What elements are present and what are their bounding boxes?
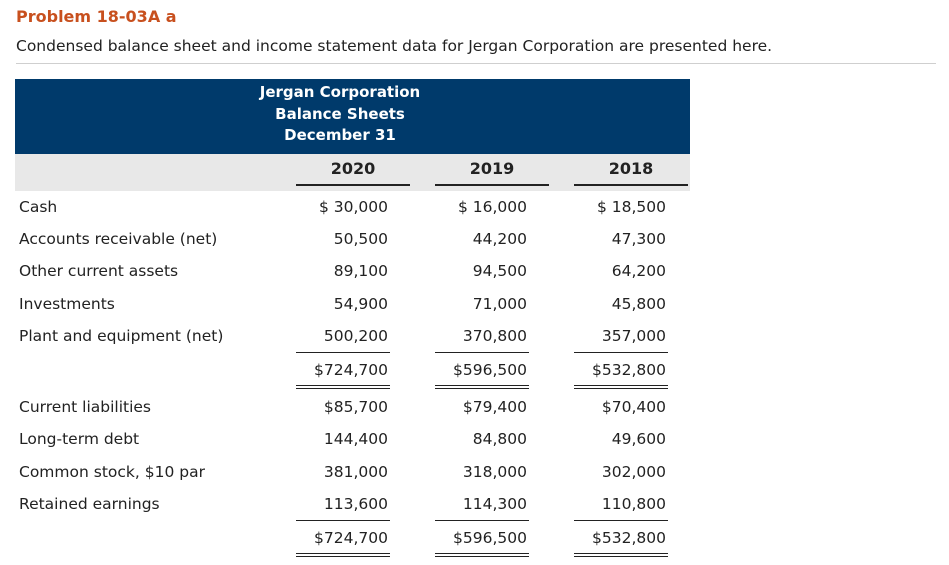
cell-value: 318,000 [462, 463, 527, 481]
table-row: Common stock, $10 par 381,000 318,000 30… [0, 459, 949, 485]
year-column-header: 2020 [296, 154, 410, 186]
table-row: Plant and equipment (net) 500,200 370,80… [0, 323, 949, 349]
total-double-rule [296, 553, 390, 557]
cell-value: 64,200 [611, 262, 666, 280]
subtotal-rule [296, 352, 390, 353]
cell-value: 50,500 [333, 230, 388, 248]
cell-value: $85,700 [323, 398, 388, 416]
cell-value: 84,800 [472, 430, 527, 448]
cell-value: $79,400 [462, 398, 527, 416]
total-value: $724,700 [314, 361, 388, 379]
cell-value: 302,000 [601, 463, 666, 481]
total-row: $724,700 $596,500 $532,800 [0, 525, 949, 551]
row-label: Long-term debt [19, 430, 140, 448]
row-label: Current liabilities [19, 398, 152, 416]
cell-value: 44,200 [472, 230, 527, 248]
cell-value: 45,800 [611, 295, 666, 313]
cell-value: 94,500 [472, 262, 527, 280]
subtotal-rule [435, 352, 529, 353]
year-header-bar: 2020 2019 2018 [15, 154, 690, 191]
cell-value: 357,000 [601, 327, 666, 345]
statement-header: Jergan Corporation Balance Sheets Decemb… [15, 79, 690, 154]
total-value: $596,500 [453, 529, 527, 547]
cell-value: 110,800 [601, 495, 666, 513]
row-label: Other current assets [19, 262, 179, 280]
table-row: Current liabilities $85,700 $79,400 $70,… [0, 394, 949, 420]
row-label: Plant and equipment (net) [19, 327, 224, 345]
table-row: Long-term debt 144,400 84,800 49,600 [0, 426, 949, 452]
subtotal-rule [435, 520, 529, 521]
table-row: Cash $ 30,000 $ 16,000 $ 18,500 [0, 194, 949, 220]
cell-value: $ 30,000 [318, 198, 388, 216]
subtotal-rule [296, 520, 390, 521]
table-row: Investments 54,900 71,000 45,800 [0, 291, 949, 317]
row-label: Retained earnings [19, 495, 160, 513]
total-double-rule [435, 553, 529, 557]
intro-text: Condensed balance sheet and income state… [16, 37, 773, 55]
subtotal-rule [574, 352, 668, 353]
cell-value: 370,800 [462, 327, 527, 345]
table-row: Retained earnings 113,600 114,300 110,80… [0, 491, 949, 517]
cell-value: $70,400 [601, 398, 666, 416]
cell-value: 500,200 [323, 327, 388, 345]
cell-value: 381,000 [323, 463, 388, 481]
statement-date: December 31 [284, 126, 396, 144]
total-double-rule [435, 385, 529, 389]
total-row: $724,700 $596,500 $532,800 [0, 357, 949, 383]
cell-value: 113,600 [323, 495, 388, 513]
cell-value: 47,300 [611, 230, 666, 248]
cell-value: 54,900 [333, 295, 388, 313]
cell-value: 49,600 [611, 430, 666, 448]
subtotal-rule [574, 520, 668, 521]
total-value: $724,700 [314, 529, 388, 547]
table-row: Other current assets 89,100 94,500 64,20… [0, 258, 949, 284]
row-label: Investments [19, 295, 115, 313]
cell-value: 71,000 [472, 295, 527, 313]
row-label: Cash [19, 198, 58, 216]
divider [16, 63, 936, 64]
cell-value: 114,300 [462, 495, 527, 513]
cell-value: 89,100 [333, 262, 388, 280]
total-double-rule [574, 553, 668, 557]
year-column-header: 2019 [435, 154, 549, 186]
table-row: Accounts receivable (net) 50,500 44,200 … [0, 226, 949, 252]
row-label: Accounts receivable (net) [19, 230, 218, 248]
problem-title: Problem 18-03A a [16, 7, 177, 26]
total-double-rule [574, 385, 668, 389]
total-value: $532,800 [592, 529, 666, 547]
cell-value: $ 16,000 [457, 198, 527, 216]
total-double-rule [296, 385, 390, 389]
total-value: $532,800 [592, 361, 666, 379]
cell-value: 144,400 [323, 430, 388, 448]
statement-name: Balance Sheets [275, 105, 405, 123]
row-label: Common stock, $10 par [19, 463, 205, 481]
cell-value: $ 18,500 [596, 198, 666, 216]
year-column-header: 2018 [574, 154, 688, 186]
company-name: Jergan Corporation [259, 83, 421, 101]
total-value: $596,500 [453, 361, 527, 379]
